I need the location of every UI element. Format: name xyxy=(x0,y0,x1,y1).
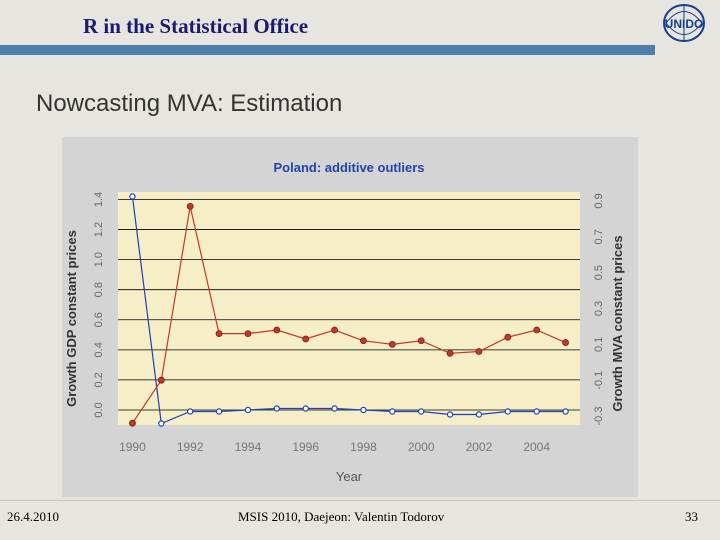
x-tick-label: 2002 xyxy=(466,440,493,454)
y2-tick-label: 0.1 xyxy=(593,337,605,352)
gdp-point xyxy=(244,406,252,414)
footer-date: 26.4.2010 xyxy=(7,509,59,524)
y-tick-label: 0.0 xyxy=(93,402,105,417)
x-tick-label: 2000 xyxy=(408,440,435,454)
y2-tick-label: 0.5 xyxy=(593,265,605,280)
gdp-point xyxy=(446,411,454,418)
chart-panel: 0.0 0.2 0.4 0.6 0.8 1.0 1.2 1.4 -0.3 -0.1 0.1 0.3 0.… xyxy=(62,137,638,497)
y2-axis-label: Growth MVA constant prices xyxy=(610,235,625,411)
mva-point xyxy=(360,337,367,345)
x-axis-label: Year xyxy=(336,469,363,484)
gdp-point xyxy=(331,405,338,412)
plot-background xyxy=(118,192,580,425)
x-tick-label: 1990 xyxy=(119,440,146,454)
logo-text: UNIDO xyxy=(665,17,704,31)
y2-tick-label: 0.3 xyxy=(593,301,605,316)
header-bar xyxy=(0,45,655,55)
footer-center: MSIS 2010, Daejeon: Valentin Todorov xyxy=(238,509,445,524)
mva-point xyxy=(215,330,223,337)
mva-point xyxy=(244,330,252,337)
mva-point xyxy=(129,419,136,427)
mva-point xyxy=(331,326,338,334)
mva-point xyxy=(504,333,512,341)
x-tick-label: 1992 xyxy=(177,440,204,454)
y-tick-label: 0.2 xyxy=(93,372,105,387)
mva-point xyxy=(186,202,194,210)
gdp-point xyxy=(562,408,569,415)
mva-point xyxy=(475,348,483,355)
y2-tick-label: 0.7 xyxy=(593,229,605,244)
chart: 0.0 0.2 0.4 0.6 0.8 1.0 1.2 1.4 -0.3 -0.1 0.1 0.3 0.… xyxy=(64,160,625,484)
gdp-point xyxy=(273,405,281,412)
y-axis-label: Growth GDP constant prices xyxy=(64,230,79,407)
gdp-point xyxy=(302,405,309,412)
gdp-point xyxy=(417,408,425,415)
y2-tick-label: -0.1 xyxy=(593,371,605,390)
gdp-series-line xyxy=(131,196,566,425)
y2-tick-label: -0.3 xyxy=(593,407,605,426)
mva-point xyxy=(157,376,165,384)
mva-point xyxy=(388,340,396,348)
mva-series-line xyxy=(131,206,566,424)
gdp-point xyxy=(158,420,165,427)
mva-point xyxy=(562,339,569,346)
y-tick-label: 1.4 xyxy=(93,192,105,207)
y2-tick-label: 0.9 xyxy=(593,193,605,208)
gdp-point xyxy=(360,406,367,414)
gdp-point xyxy=(129,193,136,200)
footer-divider xyxy=(0,500,720,501)
x-tick-label: 1994 xyxy=(235,440,262,454)
chart-title: Poland: additive outliers xyxy=(274,160,425,175)
gdp-point xyxy=(186,408,194,415)
header-title: R in the Statistical Office xyxy=(83,14,309,38)
mva-point xyxy=(273,326,281,334)
gdp-point xyxy=(215,408,223,415)
slide-heading: Nowcasting MVA: Estimation xyxy=(36,90,343,117)
unido-logo: UNIDO xyxy=(663,4,705,42)
x-tick-label: 1998 xyxy=(350,440,377,454)
mva-point xyxy=(533,326,541,334)
y-tick-label: 0.8 xyxy=(93,282,105,297)
gdp-point xyxy=(533,408,540,415)
gdp-point xyxy=(389,408,396,415)
y-tick-label: 0.4 xyxy=(93,342,105,357)
x-tick-label: 2004 xyxy=(523,440,550,454)
y-tick-label: 1.2 xyxy=(93,222,105,237)
footer-page-number: 33 xyxy=(685,509,698,524)
mva-point xyxy=(417,337,425,345)
mva-point xyxy=(302,335,310,343)
y-tick-label: 1.0 xyxy=(93,252,105,267)
gdp-point xyxy=(504,408,512,415)
y-tick-label: 0.6 xyxy=(93,312,105,327)
x-tick-label: 1996 xyxy=(292,440,319,454)
gdp-point xyxy=(475,411,483,418)
mva-point xyxy=(446,349,454,357)
